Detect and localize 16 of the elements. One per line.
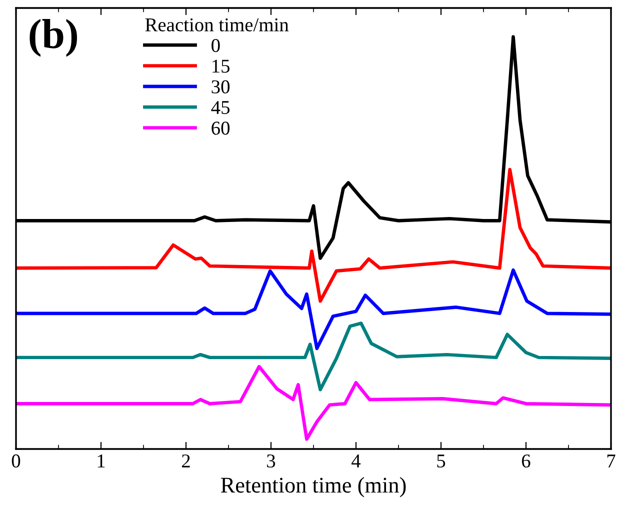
x-tick-label: 7 bbox=[607, 454, 616, 468]
legend-label: 0 bbox=[212, 38, 220, 52]
x-tick-label: 5 bbox=[437, 454, 446, 468]
x-tick-label: 4 bbox=[352, 454, 361, 468]
x-tick-label: 6 bbox=[522, 454, 530, 468]
legend-title: Reaction time/min bbox=[145, 18, 289, 32]
x-tick-label: 2 bbox=[182, 454, 190, 468]
legend-label: 15 bbox=[212, 60, 230, 73]
annotation: (b) bbox=[30, 19, 77, 57]
legend-label: 45 bbox=[211, 101, 230, 114]
x-tick-label: 1 bbox=[98, 454, 105, 468]
x-tick-label: 0 bbox=[12, 454, 20, 468]
x-tick-label: 3 bbox=[267, 454, 276, 468]
legend-label: 30 bbox=[212, 80, 230, 94]
x-axis-title: Retention time (min) bbox=[220, 477, 406, 498]
legend-label: 60 bbox=[212, 122, 230, 135]
